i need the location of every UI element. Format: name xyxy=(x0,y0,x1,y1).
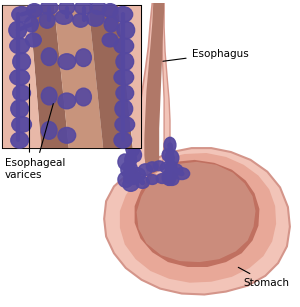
Ellipse shape xyxy=(118,154,132,170)
Ellipse shape xyxy=(117,21,135,39)
Ellipse shape xyxy=(125,171,140,185)
Ellipse shape xyxy=(13,85,31,101)
Ellipse shape xyxy=(123,177,139,191)
Ellipse shape xyxy=(58,93,76,109)
Ellipse shape xyxy=(102,33,118,47)
Ellipse shape xyxy=(146,162,158,172)
Polygon shape xyxy=(118,6,140,148)
Ellipse shape xyxy=(86,10,104,26)
Polygon shape xyxy=(54,6,103,148)
Polygon shape xyxy=(144,3,164,173)
Ellipse shape xyxy=(76,49,91,67)
Ellipse shape xyxy=(167,164,183,176)
Ellipse shape xyxy=(11,132,28,148)
Ellipse shape xyxy=(41,48,57,66)
Ellipse shape xyxy=(125,152,136,168)
Ellipse shape xyxy=(126,139,140,157)
Ellipse shape xyxy=(39,13,55,28)
Ellipse shape xyxy=(162,170,176,185)
Ellipse shape xyxy=(114,69,134,85)
Ellipse shape xyxy=(12,117,32,132)
Ellipse shape xyxy=(174,168,190,180)
Ellipse shape xyxy=(153,161,165,171)
Polygon shape xyxy=(29,6,69,148)
Ellipse shape xyxy=(11,100,28,118)
Ellipse shape xyxy=(130,168,146,181)
Ellipse shape xyxy=(41,122,57,139)
Ellipse shape xyxy=(115,100,133,118)
Text: Stomach: Stomach xyxy=(238,267,290,288)
Ellipse shape xyxy=(116,85,134,101)
Ellipse shape xyxy=(164,137,176,153)
Ellipse shape xyxy=(40,1,58,14)
Ellipse shape xyxy=(136,177,149,188)
Ellipse shape xyxy=(73,14,88,27)
Ellipse shape xyxy=(118,172,134,187)
Ellipse shape xyxy=(10,38,29,54)
Ellipse shape xyxy=(58,127,76,143)
Ellipse shape xyxy=(139,164,152,176)
Ellipse shape xyxy=(114,38,134,54)
Ellipse shape xyxy=(75,1,92,14)
Ellipse shape xyxy=(162,149,172,161)
Polygon shape xyxy=(136,162,256,262)
Ellipse shape xyxy=(124,162,138,177)
Ellipse shape xyxy=(114,132,132,148)
Ellipse shape xyxy=(76,88,91,106)
Polygon shape xyxy=(3,6,140,148)
Ellipse shape xyxy=(160,162,174,174)
Ellipse shape xyxy=(58,54,76,69)
Bar xyxy=(3,6,140,148)
Ellipse shape xyxy=(12,6,32,22)
Ellipse shape xyxy=(25,16,38,32)
Ellipse shape xyxy=(55,10,73,24)
Ellipse shape xyxy=(116,53,134,71)
Text: Esophageal
varices: Esophageal varices xyxy=(5,103,65,180)
Ellipse shape xyxy=(104,16,118,32)
Polygon shape xyxy=(135,3,160,175)
Ellipse shape xyxy=(90,1,106,14)
Text: Esophagus: Esophagus xyxy=(163,49,248,61)
Ellipse shape xyxy=(121,162,135,177)
Ellipse shape xyxy=(10,69,29,85)
Ellipse shape xyxy=(115,117,135,132)
Ellipse shape xyxy=(165,150,179,166)
Ellipse shape xyxy=(41,87,57,105)
Polygon shape xyxy=(120,153,276,283)
Ellipse shape xyxy=(26,4,42,17)
Polygon shape xyxy=(152,3,170,175)
Polygon shape xyxy=(104,148,290,294)
Ellipse shape xyxy=(156,174,168,184)
Ellipse shape xyxy=(146,175,158,185)
Ellipse shape xyxy=(59,1,75,14)
Ellipse shape xyxy=(165,161,177,175)
Ellipse shape xyxy=(130,148,142,162)
Polygon shape xyxy=(88,6,133,148)
Ellipse shape xyxy=(113,6,133,22)
Ellipse shape xyxy=(9,21,26,39)
Ellipse shape xyxy=(13,53,31,71)
Ellipse shape xyxy=(26,33,41,47)
Ellipse shape xyxy=(165,174,179,185)
Ellipse shape xyxy=(102,4,118,17)
Polygon shape xyxy=(135,160,260,267)
Polygon shape xyxy=(3,6,41,148)
